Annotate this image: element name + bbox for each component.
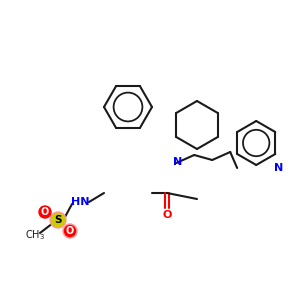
Text: O: O [66, 226, 74, 236]
Circle shape [52, 214, 64, 226]
Circle shape [50, 212, 66, 228]
Text: O: O [162, 210, 172, 220]
Text: N: N [274, 163, 283, 173]
Circle shape [39, 206, 51, 218]
Text: O: O [41, 207, 49, 217]
Text: N: N [172, 157, 182, 167]
Text: S: S [54, 215, 62, 225]
Circle shape [64, 226, 76, 236]
Text: HN: HN [71, 197, 89, 207]
Circle shape [63, 224, 77, 238]
Text: CH$_3$: CH$_3$ [25, 228, 45, 242]
